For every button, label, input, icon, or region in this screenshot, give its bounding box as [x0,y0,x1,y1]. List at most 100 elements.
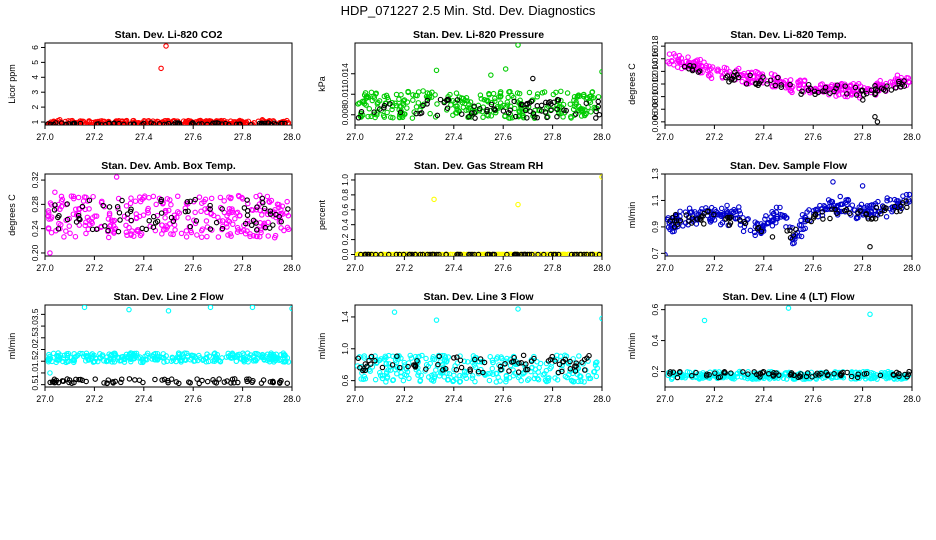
data-point [580,92,587,98]
data-point [505,94,511,101]
reference-point [712,370,718,376]
reference-point [596,111,602,118]
data-point [567,368,573,375]
reference-point [768,77,774,83]
data-point [192,354,199,361]
reference-point [711,211,717,218]
data-point [450,112,456,118]
x-tick-label: 27.2 [396,394,414,404]
data-point [906,191,912,198]
reference-point [453,367,460,373]
reference-point [538,108,545,114]
reference-point [211,379,218,385]
data-point [492,95,498,102]
data-point [430,354,436,360]
data-point [817,202,823,209]
reference-point [522,251,528,256]
data-point [520,112,526,119]
data-point [446,371,453,377]
data-point [245,200,251,207]
data-point [176,210,183,216]
data-point [868,208,875,215]
y-axis-label: ml/min [627,202,637,229]
reference-point [544,114,550,121]
reference-point [687,62,693,69]
data-point [101,358,107,364]
data-point [453,90,460,96]
reference-point [150,224,157,230]
data-point [386,352,392,359]
data-point [675,57,681,64]
reference-point [705,209,711,215]
reference-point [372,251,379,256]
data-point [229,209,235,216]
data-point [719,73,725,80]
reference-point [554,106,560,112]
data-point [737,222,744,228]
reference-point [112,378,119,385]
data-point [498,354,504,360]
data-point [590,95,597,101]
reference-point [393,251,400,256]
data-point [749,376,756,382]
outlier-point [47,370,53,376]
reference-point [58,120,65,125]
reference-point [670,369,677,375]
reference-point [583,100,590,106]
reference-point [880,86,887,93]
x-tick-label: 27.0 [36,132,54,142]
reference-point [896,80,902,87]
data-point [680,223,686,229]
x-tick-label: 27.4 [135,132,153,142]
data-point [285,226,292,233]
data-point [101,203,108,210]
reference-point [50,378,57,385]
outlier-point [207,305,214,311]
reference-point [773,370,779,376]
reference-point [689,67,696,74]
reference-point [89,226,96,233]
data-point [144,352,150,359]
reference-point [219,121,225,125]
data-point [185,215,191,221]
data-point [736,368,743,375]
data-point [768,71,775,77]
data-point [226,205,233,212]
data-point [901,374,907,381]
y-tick-label: 5 [30,60,40,65]
data-point [108,227,115,234]
reference-point [559,368,565,375]
reference-point [819,209,825,215]
y-tick-label: 0.24 [30,220,40,237]
reference-point [394,353,400,359]
data-point [358,114,364,120]
chart-title: Stan. Dev. Gas Stream RH [414,160,543,172]
outlier-point [530,75,536,82]
reference-point [187,223,194,230]
data-point [390,377,397,383]
y-tick-label: 1.0 [340,174,350,186]
reference-point [56,213,62,219]
reference-point [454,251,460,256]
data-point [280,352,287,359]
data-point [795,79,801,85]
reference-point [146,217,152,224]
data-point [121,355,128,361]
reference-point [158,198,164,205]
reference-point [881,204,887,210]
reference-point [497,363,504,370]
data-point [819,81,825,87]
reference-point [258,121,265,125]
y-axis-label: Licor ppm [7,64,17,104]
x-tick-label: 27.2 [706,394,724,404]
reference-point [165,120,172,125]
data-point [744,73,750,79]
data-point [906,199,912,205]
data-point [132,353,138,360]
reference-point [276,213,282,220]
data-point [782,370,788,376]
reference-point [798,371,804,377]
reference-point [417,110,423,117]
reference-point [118,379,124,386]
reference-point [64,201,70,207]
